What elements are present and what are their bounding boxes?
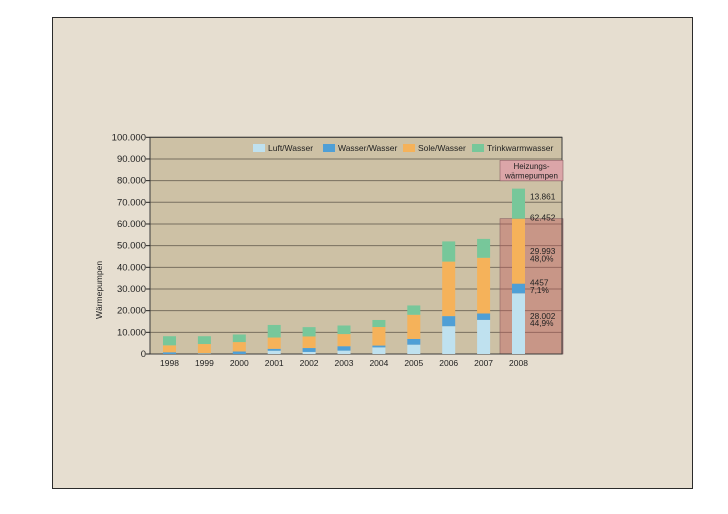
svg-text:2000: 2000: [230, 358, 249, 368]
svg-text:Wasser/Wasser: Wasser/Wasser: [338, 143, 398, 153]
svg-text:2006: 2006: [439, 358, 458, 368]
svg-text:2007: 2007: [474, 358, 493, 368]
svg-text:0: 0: [141, 349, 146, 360]
svg-text:80.000: 80.000: [117, 176, 146, 187]
svg-text:2005: 2005: [404, 358, 423, 368]
svg-text:60.000: 60.000: [117, 219, 146, 230]
svg-text:100.000: 100.000: [112, 132, 146, 143]
svg-text:1998: 1998: [160, 358, 179, 368]
svg-text:48,0%: 48,0%: [530, 254, 554, 264]
svg-text:Trinkwarmwasser: Trinkwarmwasser: [487, 143, 553, 153]
svg-text:44,9%: 44,9%: [530, 318, 554, 328]
svg-text:7,1%: 7,1%: [530, 285, 550, 295]
svg-text:1999: 1999: [195, 358, 214, 368]
svg-text:20.000: 20.000: [117, 306, 146, 317]
svg-text:13.861: 13.861: [530, 191, 556, 201]
svg-text:2003: 2003: [335, 358, 354, 368]
svg-text:2002: 2002: [300, 358, 319, 368]
svg-text:50.000: 50.000: [117, 241, 146, 252]
svg-text:62.452: 62.452: [530, 213, 556, 223]
svg-text:40.000: 40.000: [117, 262, 146, 273]
svg-text:2004: 2004: [369, 358, 388, 368]
svg-text:Heizungs-: Heizungs-: [513, 162, 549, 171]
svg-text:10.000: 10.000: [117, 327, 146, 338]
svg-text:Luft/Wasser: Luft/Wasser: [268, 143, 313, 153]
svg-text:wärmepumpen: wärmepumpen: [504, 171, 558, 180]
svg-text:2008: 2008: [509, 358, 528, 368]
svg-text:Wärmepumpen: Wärmepumpen: [94, 261, 104, 319]
svg-text:90.000: 90.000: [117, 154, 146, 165]
svg-text:70.000: 70.000: [117, 197, 146, 208]
svg-text:30.000: 30.000: [117, 284, 146, 295]
svg-text:2001: 2001: [265, 358, 284, 368]
svg-text:Sole/Wasser: Sole/Wasser: [418, 143, 466, 153]
